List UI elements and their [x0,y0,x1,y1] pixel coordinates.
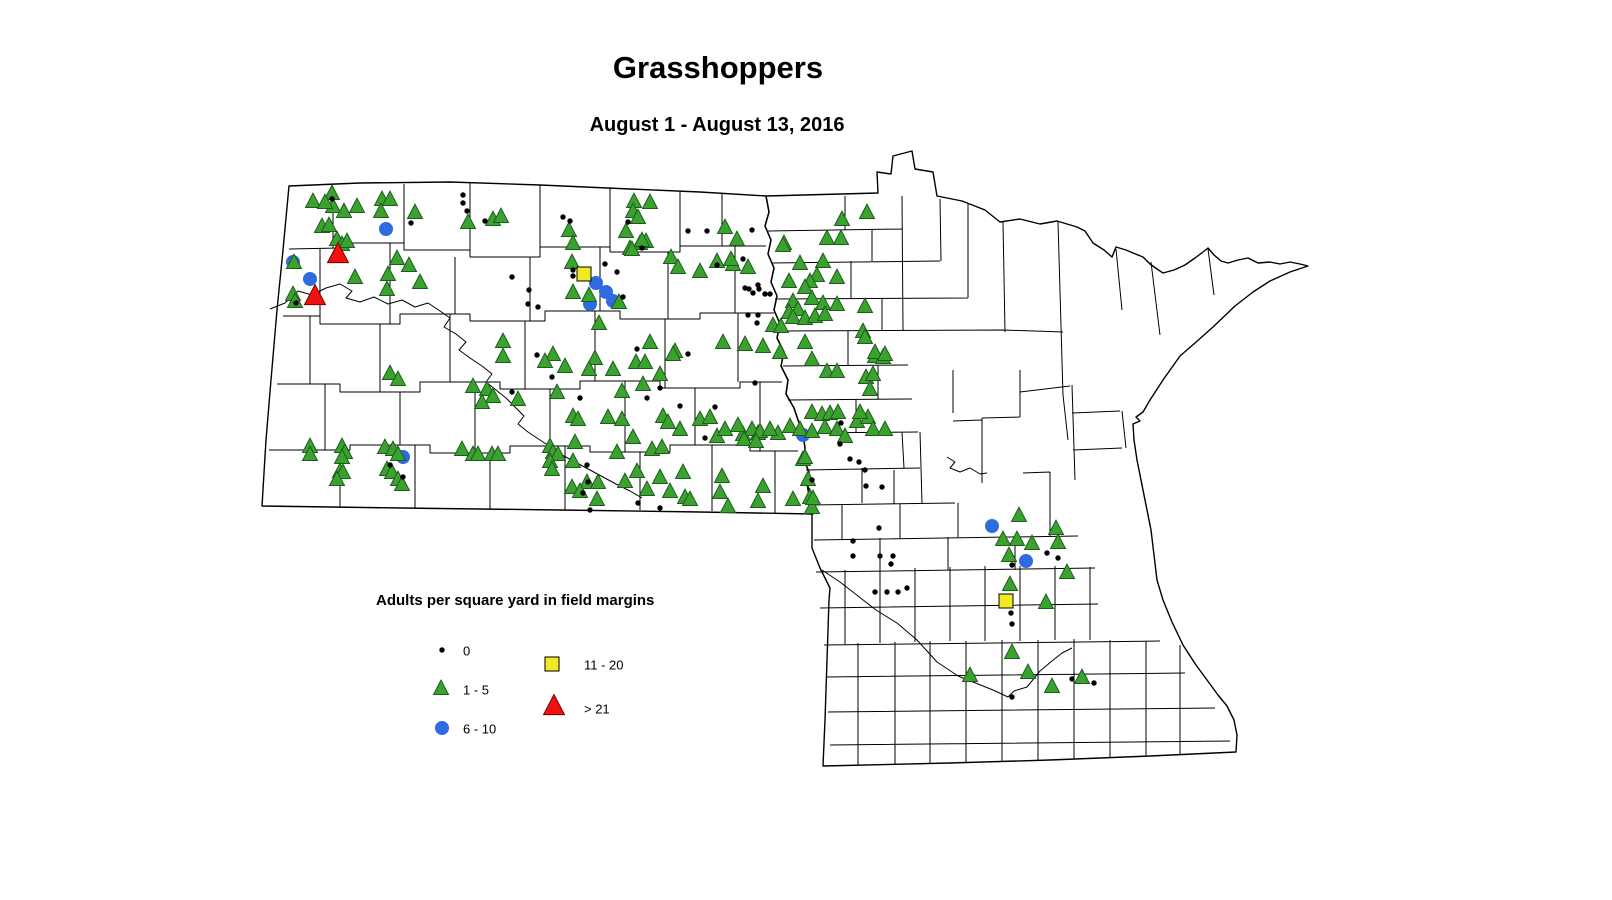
minnesota-county-lines [767,195,1231,765]
legend-label-mid: 6 - 10 [463,721,497,737]
minnesota-outline [764,150,1309,767]
legend-red-triangle-icon [542,693,566,716]
legend-title: Adults per square yard in field margins [376,592,655,609]
page-title: Grasshoppers [612,50,824,85]
legend-blue-circle-icon [435,721,449,735]
legend-green-triangle-icon [432,679,450,695]
legend-label-high: 11 - 20 [584,657,624,673]
legend-label-zero: 0 [463,643,471,659]
legend-label-severe: > 21 [584,701,610,717]
mississippi-headwaters-line [946,456,988,475]
legend-yellow-square-icon [544,656,560,672]
legend-zero-dot-icon [439,647,445,653]
north-dakota-county-lines [269,183,798,513]
page-subtitle: August 1 - August 13, 2016 [589,114,845,136]
minnesota-river-line [821,569,1073,698]
survey-markers [284,184,1097,700]
legend-label-low: 1 - 5 [463,682,490,698]
